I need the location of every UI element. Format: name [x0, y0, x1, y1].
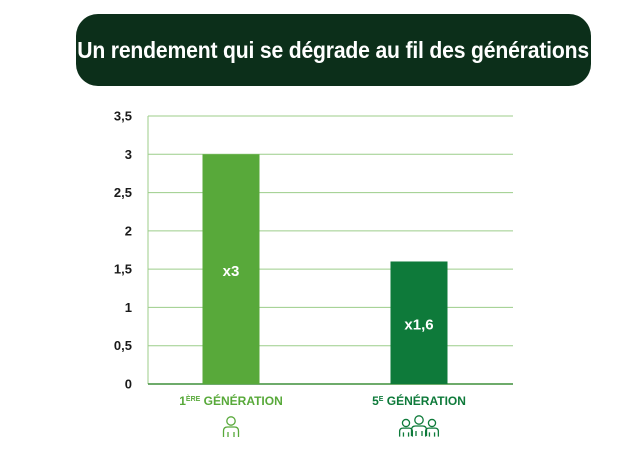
x-category-label: 5E GÉNÉRATION: [372, 393, 466, 408]
bar-1: [202, 154, 260, 384]
y-tick-label: 3: [125, 147, 132, 162]
bar-data-label: x3: [223, 263, 240, 280]
bar-data-label: x1,6: [404, 317, 433, 334]
y-tick-label: 1,5: [114, 262, 132, 277]
y-tick-label: 2: [125, 223, 132, 238]
y-tick-label: 0: [125, 377, 132, 392]
y-tick-label: 2,5: [114, 185, 132, 200]
single-person-icon: [222, 416, 240, 437]
group-of-people-icon: [398, 415, 440, 437]
title-banner: Un rendement qui se dégrade au fil des g…: [76, 14, 591, 86]
bar-2: [390, 261, 448, 384]
y-tick-label: 0,5: [114, 338, 132, 353]
y-tick-label: 3,5: [114, 109, 132, 124]
y-tick-label: 1: [125, 300, 132, 315]
x-category-label: 1ÈRE GÉNÉRATION: [179, 393, 283, 408]
chart-title: Un rendement qui se dégrade au fil des g…: [77, 36, 590, 63]
